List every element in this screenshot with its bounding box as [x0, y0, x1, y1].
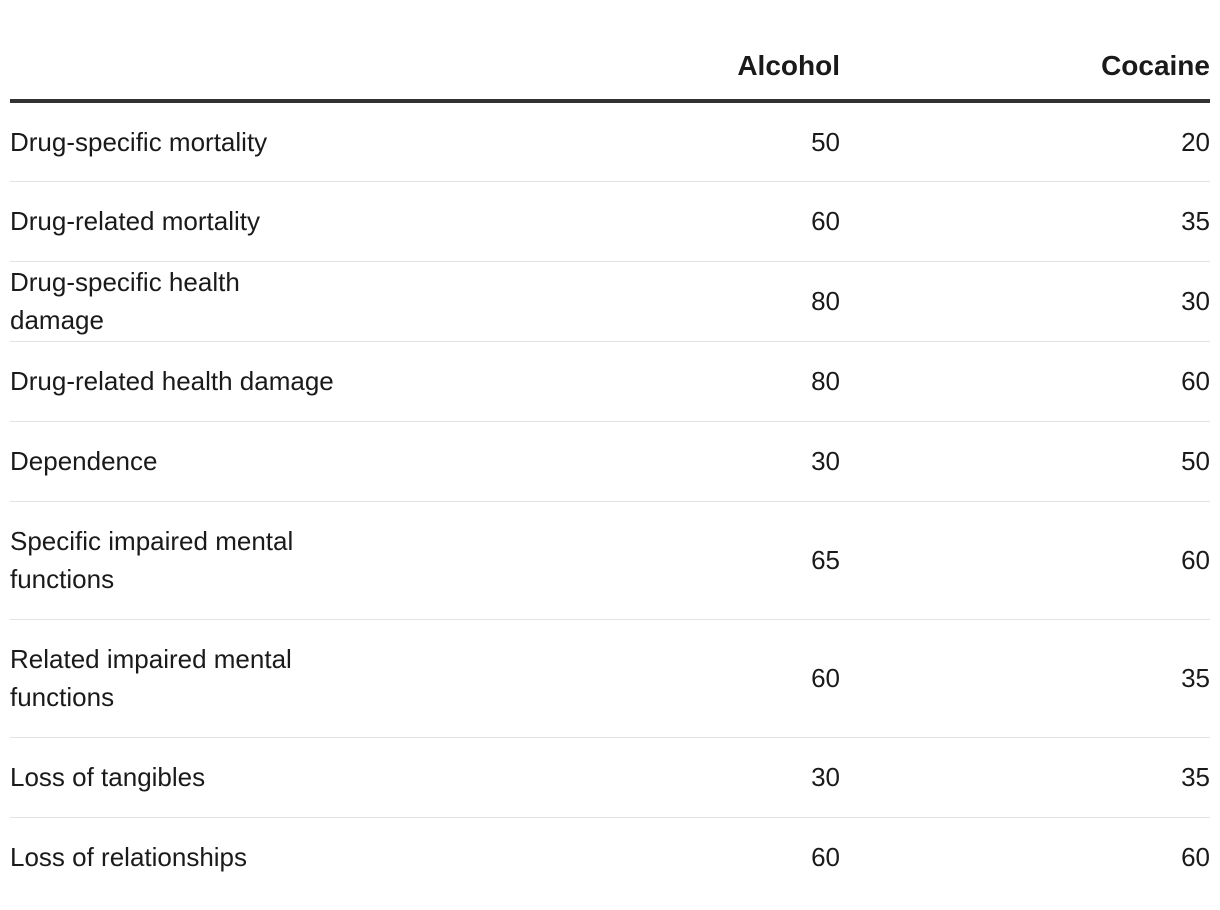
- alcohol-value: 60: [480, 181, 840, 262]
- alcohol-value: 60: [811, 842, 840, 873]
- row-label: Loss of relationships: [10, 842, 248, 873]
- row-label: Related impaired mental functions: [10, 619, 480, 738]
- alcohol-value: 80: [480, 261, 840, 342]
- table-header: Alcohol Cocaine: [10, 0, 1210, 103]
- table-row: Loss of relationships 60 60: [10, 817, 1210, 897]
- table-body: Drug-specific mortality 50 20 Drug-relat…: [10, 101, 1210, 897]
- table-row: Dependence 30 50: [10, 421, 1210, 502]
- cocaine-value: 30: [840, 261, 1210, 342]
- cocaine-value: 60: [840, 341, 1210, 422]
- cocaine-value: 35: [840, 181, 1210, 262]
- table-row: Drug-related mortality 60 35: [10, 181, 1210, 262]
- cocaine-value: 60: [1181, 842, 1210, 873]
- row-label: Drug-specific health damage: [10, 261, 480, 342]
- row-label: Drug-specific mortality: [10, 101, 480, 182]
- table-row: Specific impaired mental functions 65 60: [10, 501, 1210, 620]
- row-label: Dependence: [10, 421, 480, 502]
- row-label: Specific impaired mental functions: [10, 501, 480, 620]
- alcohol-value: 50: [480, 101, 840, 182]
- row-label: Loss of tangibles: [10, 737, 480, 818]
- cocaine-value: 50: [840, 421, 1210, 502]
- table-row: Drug-specific mortality 50 20: [10, 101, 1210, 182]
- alcohol-value: 80: [480, 341, 840, 422]
- alcohol-value: 65: [480, 501, 840, 620]
- alcohol-value: 30: [480, 737, 840, 818]
- table-row: Drug-related health damage 80 60: [10, 341, 1210, 422]
- column-header-cocaine: Cocaine: [840, 0, 1210, 103]
- table-row: Loss of tangibles 30 35: [10, 737, 1210, 818]
- comparison-table: Alcohol Cocaine Drug-specific mortality …: [10, 0, 1210, 897]
- column-header-label: [10, 0, 480, 103]
- cocaine-value: 20: [840, 101, 1210, 182]
- header-row: Alcohol Cocaine: [10, 0, 1210, 103]
- cocaine-value: 35: [840, 737, 1210, 818]
- alcohol-value: 30: [480, 421, 840, 502]
- comparison-table-container: Alcohol Cocaine Drug-specific mortality …: [10, 0, 1210, 897]
- column-header-alcohol: Alcohol: [480, 0, 840, 103]
- cocaine-value: 35: [840, 619, 1210, 738]
- table-row: Related impaired mental functions 60 35: [10, 619, 1210, 738]
- row-label: Drug-related health damage: [10, 341, 480, 422]
- alcohol-value: 60: [480, 619, 840, 738]
- table-row: Drug-specific health damage 80 30: [10, 261, 1210, 342]
- row-label: Drug-related mortality: [10, 181, 480, 262]
- cocaine-value: 60: [840, 501, 1210, 620]
